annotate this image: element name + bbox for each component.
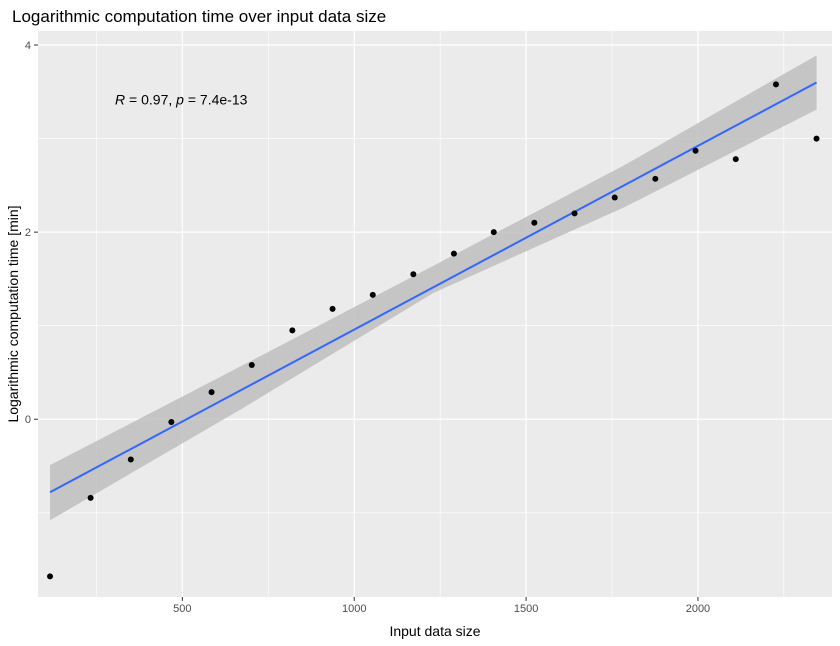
data-point <box>450 250 457 257</box>
annotation-r-label: R <box>115 91 125 107</box>
x-axis: 500 1000 1500 2000 <box>173 597 710 615</box>
y-axis: 0 2 4 <box>25 40 38 426</box>
data-point <box>369 291 376 298</box>
y-tick-label: 4 <box>25 40 31 52</box>
data-point <box>490 229 497 236</box>
data-point <box>248 361 255 368</box>
x-tick-label: 1000 <box>342 603 366 615</box>
data-point <box>813 135 820 142</box>
data-point <box>571 210 578 217</box>
y-axis-title: Logarithmic computation time [min] <box>5 205 21 422</box>
x-tick-label: 500 <box>173 603 191 615</box>
chart-title: Logarithmic computation time over input … <box>12 7 386 26</box>
annotation-p-value: = 7.4e-13 <box>184 91 248 107</box>
data-point <box>410 271 417 278</box>
data-point <box>531 219 538 226</box>
x-tick-label: 1500 <box>514 603 538 615</box>
regression-line <box>49 81 818 494</box>
data-points <box>47 81 820 580</box>
annotation-p-label: p <box>175 91 184 107</box>
x-tick-label: 2000 <box>686 603 710 615</box>
data-point <box>47 573 54 580</box>
data-point <box>611 194 618 201</box>
correlation-annotation: R = 0.97, p = 7.4e-13 <box>115 91 248 107</box>
x-axis-title: Input data size <box>389 623 480 639</box>
data-point <box>732 156 739 163</box>
data-point <box>168 419 175 426</box>
data-point <box>692 147 699 154</box>
grid-minor <box>38 31 832 597</box>
y-tick-label: 0 <box>25 414 31 426</box>
data-point <box>127 456 134 463</box>
data-point <box>329 305 336 312</box>
data-point <box>652 175 659 182</box>
y-tick-label: 2 <box>25 227 31 239</box>
data-point <box>772 81 779 88</box>
data-point <box>87 494 94 501</box>
data-point <box>208 389 215 396</box>
data-point <box>289 327 296 334</box>
annotation-r-value: = 0.97, <box>125 91 176 107</box>
